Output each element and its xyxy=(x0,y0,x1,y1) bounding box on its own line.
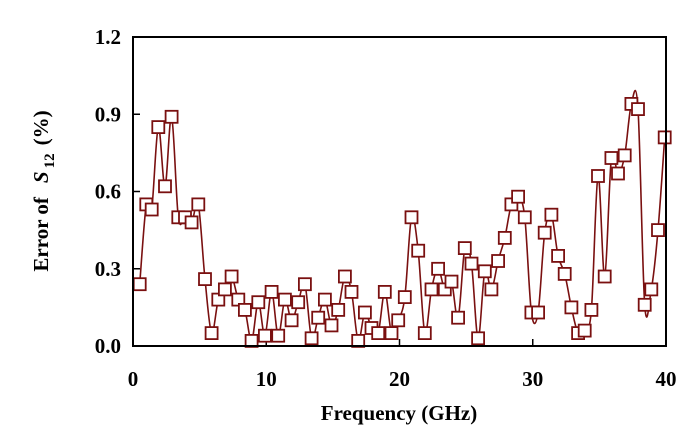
data-point-marker xyxy=(132,277,147,292)
plot-frame xyxy=(132,36,667,347)
x-tick-label: 30 xyxy=(522,367,543,391)
data-point-marker xyxy=(477,264,492,279)
data-point-marker xyxy=(464,256,479,271)
data-point-marker xyxy=(284,313,299,328)
data-point-marker xyxy=(644,282,659,297)
data-point-marker xyxy=(384,326,399,341)
data-point-marker xyxy=(224,269,239,284)
data-point-marker xyxy=(271,328,286,343)
data-point-marker xyxy=(431,261,446,276)
y-tick-label: 0.0 xyxy=(95,334,121,358)
data-point-marker xyxy=(158,179,172,194)
data-point-marker xyxy=(417,326,432,341)
data-point-marker xyxy=(457,241,472,256)
y-tick-label: 0.6 xyxy=(95,180,121,204)
data-point-marker xyxy=(264,284,279,299)
x-tick-label: 0 xyxy=(128,367,139,391)
data-point-marker xyxy=(651,223,665,238)
data-point-marker xyxy=(631,102,645,116)
x-axis-title: Frequency (GHz) xyxy=(321,401,478,425)
y-axis-title: Error of S 12 (%) xyxy=(29,110,58,271)
data-point-marker xyxy=(297,277,312,292)
data-point-marker xyxy=(184,215,199,230)
data-point-marker xyxy=(277,292,292,307)
y-tick-label: 0.3 xyxy=(95,257,121,281)
data-point-marker xyxy=(357,305,372,320)
data-point-marker xyxy=(397,290,412,305)
data-point-marker xyxy=(591,169,605,183)
data-point-marker xyxy=(304,331,319,346)
y-tick-label: 0.9 xyxy=(95,102,121,126)
data-point-marker xyxy=(544,207,559,222)
data-point-marker xyxy=(597,269,612,284)
data-point-marker xyxy=(531,305,545,320)
data-point-marker xyxy=(404,210,419,225)
x-tick-label: 40 xyxy=(656,367,677,391)
data-point-marker xyxy=(411,243,426,258)
data-point-marker xyxy=(424,282,439,297)
axis-ticks: 0 10 20 30 40 0.0 0.3 0.6 0.9 1.2 xyxy=(95,25,677,391)
data-point-marker xyxy=(337,269,352,284)
data-point-marker xyxy=(497,230,512,245)
data-point-marker xyxy=(344,284,359,299)
data-point-marker xyxy=(577,323,592,338)
data-point-marker xyxy=(491,254,506,268)
data-point-marker xyxy=(391,313,406,328)
data-point-marker xyxy=(311,310,326,325)
data-point-marker xyxy=(331,302,346,317)
data-point-marker xyxy=(251,295,266,310)
data-point-marker xyxy=(144,202,159,217)
data-point-marker xyxy=(291,295,306,310)
data-point-marker xyxy=(584,302,599,317)
data-point-marker xyxy=(257,328,272,343)
data-point-marker xyxy=(551,248,565,263)
data-point-marker xyxy=(511,189,525,204)
data-point-marker xyxy=(484,282,499,297)
data-point-marker xyxy=(164,109,179,124)
data-point-marker xyxy=(204,326,219,341)
data-point-marker xyxy=(371,326,386,341)
data-point-marker xyxy=(451,310,466,325)
data-point-marker xyxy=(191,197,206,212)
y-axis-title-symbol: S xyxy=(29,171,53,183)
y-axis-title-prefix: Error of xyxy=(29,196,53,271)
data-point-marker xyxy=(537,225,552,240)
data-point-marker xyxy=(237,302,252,317)
data-point-marker xyxy=(151,120,166,134)
data-point-marker xyxy=(444,274,459,289)
data-point-marker xyxy=(657,130,672,145)
data-point-marker xyxy=(604,151,619,165)
data-point-marker xyxy=(564,300,579,315)
x-tick-label: 10 xyxy=(256,367,277,391)
x-tick-label: 20 xyxy=(389,367,410,391)
data-point-marker xyxy=(317,292,332,307)
y-axis-title-subscript: 12 xyxy=(42,153,58,168)
data-point-marker xyxy=(377,284,392,299)
data-point-marker xyxy=(324,318,339,333)
y-tick-label: 1.2 xyxy=(95,25,121,49)
data-point-marker xyxy=(637,297,652,312)
data-point-marker xyxy=(471,331,486,346)
data-point-marker xyxy=(611,166,625,181)
y-axis-title-suffix: (%) xyxy=(29,110,53,145)
data-point-marker xyxy=(617,148,632,163)
data-point-marker xyxy=(557,266,572,281)
data-series xyxy=(132,89,672,348)
data-point-marker xyxy=(217,282,232,297)
data-point-marker xyxy=(198,272,212,287)
data-point-marker xyxy=(517,210,532,225)
